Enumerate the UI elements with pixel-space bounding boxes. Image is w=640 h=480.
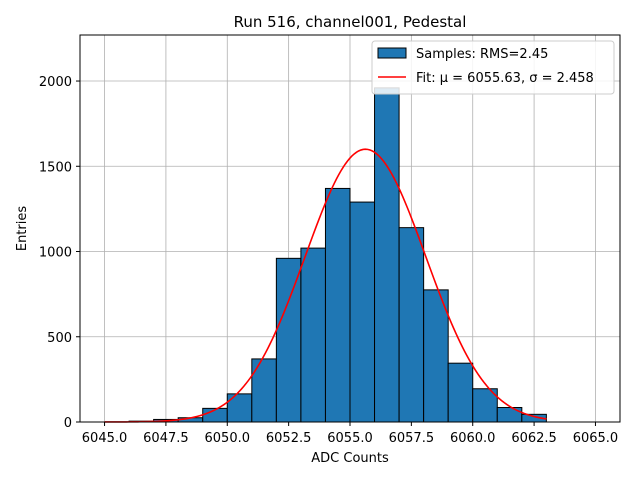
y-tick-label: 2000 [39, 75, 72, 90]
x-tick-label: 6045.0 [82, 431, 128, 446]
histogram-bar [447, 362, 474, 423]
histogram-bars [128, 87, 547, 423]
x-tick-label: 6055.0 [327, 431, 373, 446]
x-tick-label: 6050.0 [205, 431, 251, 446]
x-tick-label: 6062.5 [511, 431, 557, 446]
histogram-bar [226, 393, 253, 423]
x-axis-ticks: 6045.0 6047.5 6050.0 6052.5 6055.0 6057.5 6060… [82, 422, 618, 446]
histogram-bar [398, 227, 425, 423]
y-axis-ticks: 0 500 1000 1500 2000 [39, 75, 80, 431]
x-tick-label: 6065.0 [573, 431, 619, 446]
histogram-bar [374, 87, 400, 423]
histogram-bar [423, 289, 449, 423]
legend-swatch-samples [377, 47, 407, 59]
fit-curve [104, 148, 547, 423]
x-tick-label: 6052.5 [266, 431, 312, 446]
legend-label-fit: Fit: μ = 6055.63, σ = 2.458 [416, 71, 594, 86]
histogram-bar [300, 247, 326, 423]
legend-label-samples: Samples: RMS=2.45 [416, 47, 548, 62]
histogram-bar [251, 358, 277, 423]
histogram-bar [275, 257, 302, 423]
x-tick-label: 6057.5 [389, 431, 435, 446]
y-axis-label: Entries [15, 206, 30, 252]
chart-title: Run 516, channel001, Pedestal [234, 13, 467, 31]
histogram-bar [324, 187, 351, 423]
legend-box [371, 40, 615, 95]
y-tick-label: 1500 [39, 160, 72, 175]
y-tick-label: 1000 [39, 246, 72, 261]
x-axis-label: ADC Counts [311, 451, 389, 466]
y-tick-label: 500 [47, 331, 72, 346]
y-tick-label: 0 [64, 416, 72, 431]
histogram-bar [349, 201, 376, 423]
legend: Samples: RMS=2.45 Fit: μ = 6055.63, σ = … [371, 40, 615, 95]
x-tick-label: 6047.5 [143, 431, 189, 446]
x-tick-label: 6060.0 [450, 431, 496, 446]
histogram-bar [496, 407, 523, 423]
